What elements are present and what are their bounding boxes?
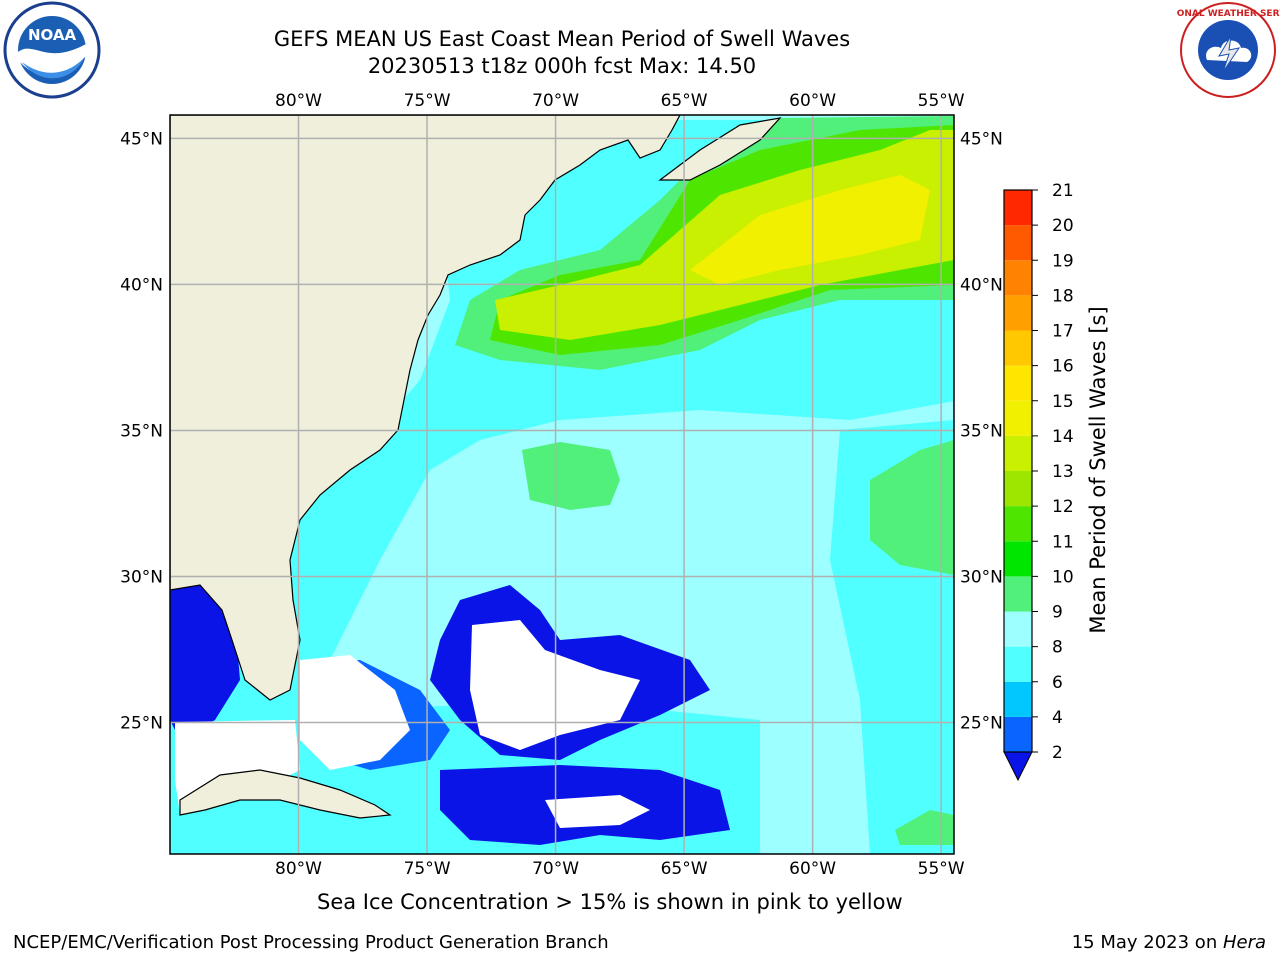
colorbar-under-arrow	[1003, 751, 1033, 782]
lat-label-right: 25°N	[960, 714, 1003, 734]
colorbar-swatch	[1004, 681, 1032, 717]
no-data-florida-bahamas	[300, 655, 410, 770]
map-frame	[169, 114, 955, 855]
lon-label-top: 80°W	[275, 91, 322, 111]
map-plot-area	[170, 115, 954, 854]
noaa-logo-text: NOAA	[28, 26, 77, 44]
colorbar-tick-label: 8	[1052, 638, 1063, 658]
colorbar-swatch	[1004, 330, 1032, 366]
land-nova-scotia	[658, 117, 782, 181]
colorbar-swatch	[1004, 225, 1032, 261]
colorbar-tick-label: 10	[1052, 567, 1074, 587]
noaa-logo: NOAA	[3, 1, 101, 99]
land-north-america	[170, 115, 681, 701]
swell-region-9-10s-se	[895, 810, 954, 845]
colorbar-tick-label: 14	[1052, 427, 1074, 447]
nws-logo: NATIONAL WEATHER SERVICE	[1177, 2, 1280, 98]
colorbar-swatch	[1004, 190, 1032, 226]
colorbar-swatch	[1004, 471, 1032, 507]
lat-label-right: 40°N	[960, 275, 1003, 295]
sea-ice-note: Sea Ice Concentration > 15% is shown in …	[317, 890, 903, 914]
colorbar-swatch	[1004, 646, 1032, 682]
colorbar-tick-label: 2	[1052, 743, 1063, 763]
colorbar-label: Mean Period of Swell Waves [s]	[1086, 306, 1110, 633]
map-title: GEFS MEAN US East Coast Mean Period of S…	[273, 27, 851, 51]
colorbar-tick-label: 20	[1052, 216, 1074, 236]
colorbar-tick-label: 6	[1052, 673, 1063, 693]
lon-label-bottom: 55°W	[918, 859, 965, 879]
swell-region-9-10s-mid	[522, 442, 620, 510]
swell-region-9-10s-east	[870, 440, 954, 575]
swell-region-13-14s-core	[495, 130, 954, 340]
colorbar-swatch	[1004, 576, 1032, 612]
colorbar-tick-label: 17	[1052, 322, 1074, 342]
producer-credit: NCEP/EMC/Verification Post Processing Pr…	[13, 932, 609, 953]
colorbar-tick-label: 12	[1052, 497, 1074, 517]
colorbar-swatch	[1004, 611, 1032, 647]
lon-label-top: 70°W	[532, 91, 579, 111]
colorbar-swatch	[1004, 435, 1032, 471]
lat-label-right: 30°N	[960, 568, 1003, 588]
colorbar-swatch	[1004, 716, 1032, 752]
lon-label-top: 75°W	[404, 91, 451, 111]
colorbar-swatch	[1004, 400, 1032, 436]
colorbar: 2 4 6 8 9 10 11 12 13 14 15 16 17 18 19 20 21	[1003, 181, 1074, 782]
production-host: Hera	[1222, 932, 1266, 953]
colorbar-swatch	[1004, 541, 1032, 577]
nws-logo-text: NATIONAL WEATHER SERVICE	[1177, 9, 1280, 19]
lon-label-top: 55°W	[918, 91, 965, 111]
lon-label-bottom: 75°W	[404, 859, 451, 879]
colorbar-tick-label: 18	[1052, 286, 1074, 306]
colorbar-swatch	[1004, 260, 1032, 296]
axis-tick-labels: 80°W 80°W 75°W 75°W 70°W 70°W 65°W 65°W 60°W 60°W…	[120, 91, 1003, 879]
production-date-text: 15 May 2023 on	[1071, 932, 1223, 953]
colorbar-tick-label: 4	[1052, 708, 1063, 728]
colorbar-tick-label: 9	[1052, 603, 1063, 623]
colorbar-tick-label: 16	[1052, 357, 1074, 377]
colorbar-swatch	[1004, 295, 1032, 331]
lat-label-right: 45°N	[960, 129, 1003, 149]
swell-region-under-2s-west	[170, 580, 240, 740]
lat-label-left: 30°N	[120, 568, 163, 588]
colorbar-tick-label: 13	[1052, 462, 1074, 482]
lon-label-top: 60°W	[789, 91, 836, 111]
land-cuba	[179, 769, 392, 819]
lon-label-bottom: 80°W	[275, 859, 322, 879]
lat-label-right: 35°N	[960, 421, 1003, 441]
lon-label-bottom: 60°W	[789, 859, 836, 879]
colorbar-tick-label: 21	[1052, 181, 1074, 201]
colorbar-tick-label: 11	[1052, 532, 1074, 552]
no-data-south	[545, 795, 650, 828]
lat-label-left: 45°N	[120, 129, 163, 149]
lat-label-left: 25°N	[120, 714, 163, 734]
colorbar-tick-label: 15	[1052, 392, 1074, 412]
lon-label-bottom: 70°W	[532, 859, 579, 879]
lat-lon-grid	[170, 115, 954, 854]
map-subtitle: 20230513 t18z 000h fcst Max: 14.50	[367, 54, 757, 78]
colorbar-swatch	[1004, 506, 1032, 542]
colorbar-swatch	[1004, 365, 1032, 401]
swell-region-14-15s-peak	[690, 175, 930, 285]
colorbar-tick-label: 19	[1052, 251, 1074, 271]
lat-label-left: 40°N	[120, 275, 163, 295]
production-date: 15 May 2023 on Hera	[1072, 932, 1266, 953]
lon-label-bottom: 65°W	[661, 859, 708, 879]
lat-label-left: 35°N	[120, 421, 163, 441]
lon-label-top: 65°W	[661, 91, 708, 111]
